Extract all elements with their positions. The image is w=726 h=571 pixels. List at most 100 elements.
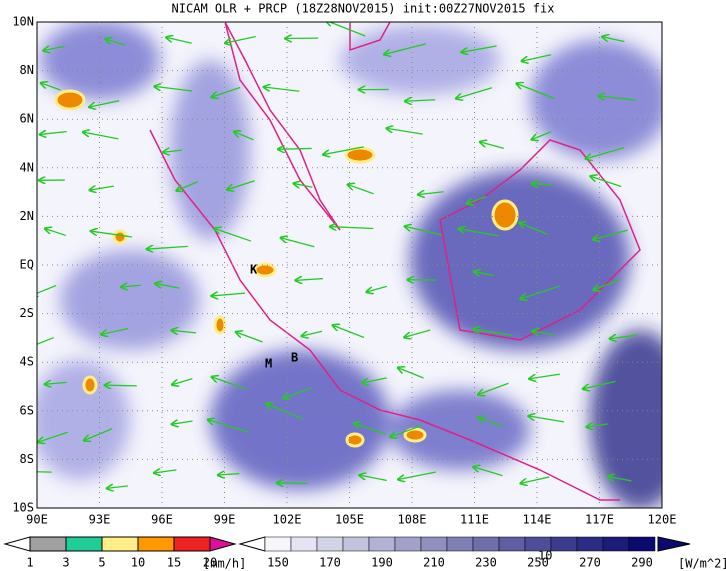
lat-label: 10N <box>12 15 34 29</box>
wind-arrow <box>322 146 364 155</box>
olr-label: 150 <box>267 556 289 570</box>
wind-arrow <box>265 403 304 420</box>
wind-arrow <box>82 132 119 140</box>
wind-arrow <box>397 471 437 480</box>
prcp-label: 15 <box>167 556 181 570</box>
wind-arrow <box>175 181 198 191</box>
olr-color-box <box>420 536 448 552</box>
lon-label: 117E <box>585 513 614 527</box>
wind-arrow <box>213 228 252 242</box>
wind-arrow <box>358 475 387 482</box>
wind-arrow <box>224 35 256 44</box>
wind-arrow <box>472 467 503 477</box>
wind-arrow <box>531 131 552 140</box>
olr-color-box <box>628 536 656 552</box>
lon-label: 105E <box>335 513 364 527</box>
lon-label: 114E <box>523 513 552 527</box>
olr-color-box <box>316 536 344 552</box>
wind-arrow <box>479 142 504 150</box>
wind-arrow <box>233 131 254 141</box>
lon-label: 99E <box>214 513 236 527</box>
wind-arrow <box>100 327 129 335</box>
wind-arrow <box>170 330 197 333</box>
wind-arrow <box>582 380 616 389</box>
olr-color-box <box>550 536 578 552</box>
lat-label: 8N <box>20 63 34 77</box>
olr-color-box <box>394 536 422 552</box>
olr-label: 190 <box>371 556 393 570</box>
wind-arrow <box>37 431 68 442</box>
olr-color-box <box>524 536 552 552</box>
wind-arrow <box>90 231 132 238</box>
lat-label: 10S <box>12 501 34 515</box>
wind-arrow <box>417 192 444 195</box>
wind-arrow <box>280 237 315 248</box>
lat-label: 4N <box>20 160 34 174</box>
lat-label: 4S <box>20 355 34 369</box>
wind-arrow <box>154 283 180 289</box>
wind-arrow <box>40 83 61 91</box>
lat-label: 6S <box>20 403 34 417</box>
wind-arrow <box>521 54 552 62</box>
wind-arrow <box>519 285 560 299</box>
olr-color-box <box>576 536 604 552</box>
lon-label: 102E <box>273 513 302 527</box>
olr-low-arrow <box>238 536 266 552</box>
wind-arrow <box>516 83 555 99</box>
wind-arrow <box>353 423 386 435</box>
wind-arrow <box>106 486 128 489</box>
wind-arrow <box>226 180 255 190</box>
wind-arrow <box>165 37 192 44</box>
title: NICAM OLR + PRCP (18Z28NOV2015) init:00Z… <box>172 2 555 16</box>
olr-color-box <box>290 536 318 552</box>
wind-arrow <box>210 293 246 296</box>
wind-arrow <box>89 186 115 190</box>
olr-label: 210 <box>423 556 445 570</box>
wind-arrow <box>361 377 387 383</box>
wind-arrow <box>585 146 625 159</box>
place-label: B <box>291 351 298 365</box>
lon-label: 90E <box>26 513 48 527</box>
lat-label: 2S <box>20 306 34 320</box>
olr-color-box <box>498 536 526 552</box>
wind-arrow <box>171 421 193 424</box>
wind-arrow <box>325 22 366 37</box>
wind-arrow <box>153 86 193 92</box>
wind-arrow <box>592 278 621 290</box>
wind-arrow <box>466 196 487 204</box>
wind-arrow <box>293 183 313 187</box>
wind-arrow <box>44 382 67 384</box>
olr-label: 290 <box>631 556 653 570</box>
olr-label: 250 <box>527 556 549 570</box>
wind-arrow <box>104 385 137 386</box>
wind-arrow <box>389 424 423 437</box>
wind-arrow <box>263 87 300 92</box>
wind-arrow <box>37 336 55 345</box>
wind-arrow <box>210 86 241 97</box>
wind-arrow <box>171 378 193 385</box>
wind-arrow <box>211 377 248 391</box>
lat-label: 2N <box>20 209 34 223</box>
olr-color-box <box>602 536 630 552</box>
wind-arrow <box>301 330 323 336</box>
prcp-color-box <box>101 536 139 552</box>
wind-arrow <box>607 476 632 481</box>
lon-label: 96E <box>151 513 173 527</box>
place-label: M <box>265 357 272 371</box>
wind-arrow <box>404 100 436 102</box>
wind-arrow <box>518 222 548 235</box>
wind-arrow <box>404 226 442 236</box>
prcp-label: 5 <box>98 556 105 570</box>
wind-arrow <box>332 325 365 339</box>
wind-arrow <box>597 96 636 101</box>
lat-label: EQ <box>20 258 34 272</box>
wind-arrow <box>586 424 609 427</box>
olr-label: 170 <box>319 556 341 570</box>
wind-arrow <box>88 100 120 108</box>
wind-arrow <box>294 279 323 281</box>
prcp-low-arrow <box>3 536 31 552</box>
wind-arrow <box>460 45 497 52</box>
wind-arrow <box>528 373 560 379</box>
prcp-label: 1 <box>26 556 33 570</box>
